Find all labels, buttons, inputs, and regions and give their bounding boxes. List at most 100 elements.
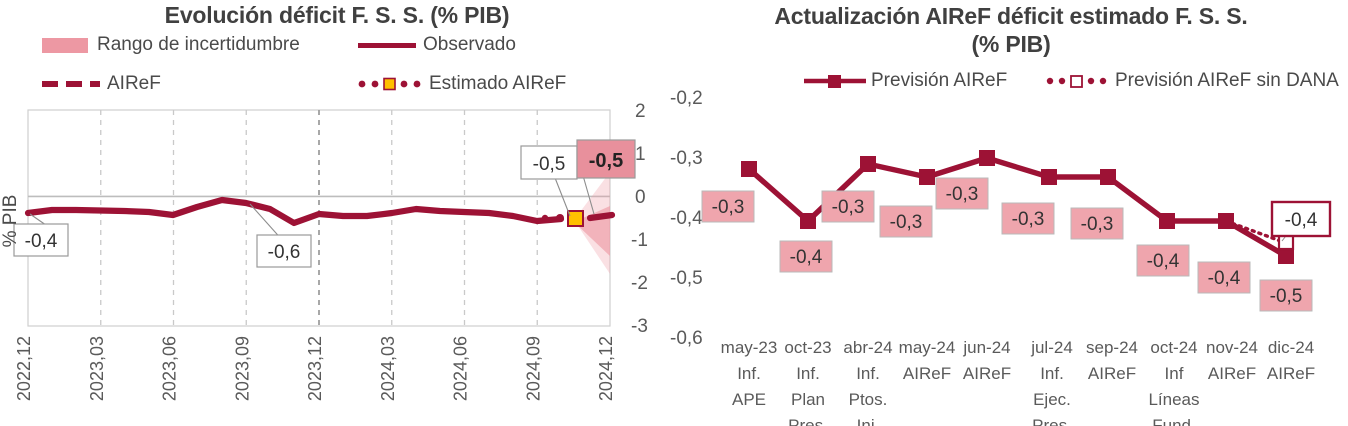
uncertainty-band-outer <box>574 172 610 274</box>
data-label-text-3: -0,3 <box>890 212 923 233</box>
x-tick-2: 2023,06 <box>160 336 180 401</box>
y-tick-0: 0 <box>635 187 646 208</box>
x-tick-8: 2024,12 <box>596 336 616 401</box>
svg-text:Fund.: Fund. <box>1152 416 1195 426</box>
callout-text-estimado-blanco: -0,5 <box>533 154 566 175</box>
callout-estimado-blanco: -0,5 <box>520 145 578 180</box>
x-tick-6: 2024,06 <box>451 336 471 401</box>
svg-text:Inf: Inf <box>1165 364 1184 383</box>
data-label-1: -0,4 <box>779 240 833 273</box>
prevision-markers <box>741 150 1294 264</box>
x-tick-5: 2024,03 <box>378 336 398 401</box>
svg-text:Inf.: Inf. <box>796 364 820 383</box>
r-x-label-4: jun-24 AIReF <box>962 338 1011 383</box>
data-label-text-7: -0,4 <box>1147 251 1180 272</box>
r-x-label-3: may-24 AIReF <box>899 338 956 383</box>
legend-item-rango[interactable]: Rango de incertidumbre <box>42 34 300 56</box>
data-label-7: -0,4 <box>1136 244 1190 277</box>
r-y-tick-3: -0,5 <box>670 268 703 289</box>
r-x-label-1: oct-23 Inf. Plan Pres. <box>784 338 831 426</box>
prevision-line-square-swatch-icon <box>804 73 866 89</box>
data-label-boxes: -0,3 -0,4 -0,3 -0,3 -0,3 <box>701 177 1313 312</box>
right-chart-title-line2: (% PIB) <box>971 31 1051 57</box>
x-axis-labels: 2022,12 2023,03 2023,06 2023,09 2023,12 … <box>14 336 616 401</box>
legend-label-observado: Observado <box>423 34 516 55</box>
estimate-marker-square-icon <box>567 210 584 227</box>
data-label-3: -0,3 <box>879 205 933 238</box>
left-chart-title: Evolución déficit F. S. S. (% PIB) <box>164 2 510 28</box>
r-y-tick-2: -0,4 <box>670 208 703 229</box>
dotted-marker-swatch-icon <box>358 77 422 91</box>
svg-text:APE: APE <box>732 390 766 409</box>
callout-sin-dana-final: -0,4 <box>1270 200 1332 242</box>
left-chart-plot: -0,4 -0,6 -0,5 -0,5 % PIB 2 1 0 -1 -2 - <box>0 101 648 401</box>
y-tick-minus1: -1 <box>631 230 648 251</box>
legend-item-observado[interactable]: Observado <box>358 34 516 56</box>
svg-text:Ejec.: Ejec. <box>1033 390 1071 409</box>
right-chart-plot: -0,2 -0,3 -0,4 -0,5 -0,6 <box>670 88 1332 426</box>
svg-text:AIReF: AIReF <box>1088 364 1136 383</box>
svg-text:Líneas: Líneas <box>1148 390 1199 409</box>
callout-minus-0-6: -0,6 <box>256 234 312 268</box>
svg-text:Ptos.: Ptos. <box>849 390 888 409</box>
svg-text:sep-24: sep-24 <box>1086 338 1138 357</box>
right-chart-title: Actualización AIReF déficit estimado F. … <box>674 2 1348 58</box>
svg-text:abr-24: abr-24 <box>843 338 892 357</box>
svg-text:Inf.: Inf. <box>737 364 761 383</box>
x-tick-4: 2023,12 <box>305 336 325 401</box>
legend-item-estimado[interactable]: Estimado AIReF <box>358 73 566 95</box>
r-y-tick-4: -0,6 <box>670 328 703 349</box>
svg-text:AIReF: AIReF <box>903 364 951 383</box>
svg-text:oct-23: oct-23 <box>784 338 831 357</box>
svg-text:Pres.: Pres. <box>1032 416 1072 426</box>
callout-sin-dana-text: -0,4 <box>1285 210 1318 231</box>
svg-text:jul-24: jul-24 <box>1030 338 1073 357</box>
y-tick-1: 1 <box>635 144 646 165</box>
data-label-text-6: -0,3 <box>1081 214 1114 235</box>
y-axis-title: % PIB <box>0 195 21 248</box>
legend-item-prevision-sin-dana[interactable]: Previsión AIReF sin DANA <box>1046 70 1339 92</box>
y-tick-minus2: -2 <box>631 273 648 294</box>
r-x-label-8: nov-24 AIReF <box>1206 338 1258 383</box>
svg-text:AIReF: AIReF <box>1208 364 1256 383</box>
svg-text:Pres.: Pres. <box>788 416 828 426</box>
callout-text-estimado-rosa: -0,5 <box>589 150 623 172</box>
r-x-label-2: abr-24 Inf. Ptos. Ini. <box>843 338 892 426</box>
data-label-text-5: -0,3 <box>1012 209 1045 230</box>
data-label-4: -0,3 <box>935 177 989 210</box>
svg-text:nov-24: nov-24 <box>1206 338 1258 357</box>
estimate-stub <box>586 211 616 222</box>
r-x-label-7: oct-24 Inf Líneas Fund. <box>1148 338 1199 426</box>
legend-item-prevision[interactable]: Previsión AIReF <box>804 70 1007 92</box>
legend-item-airef[interactable]: AIReF <box>42 73 161 95</box>
solid-line-swatch-icon <box>358 42 416 48</box>
left-chart-panel: Evolución déficit F. S. S. (% PIB) Rango… <box>0 0 674 425</box>
data-label-5: -0,3 <box>1001 202 1055 235</box>
x-tick-3: 2023,09 <box>232 336 252 401</box>
r-x-label-6: sep-24 AIReF <box>1086 338 1138 383</box>
callout-text-inicio: -0,4 <box>25 231 58 252</box>
vertical-gridlines <box>100 110 538 326</box>
data-label-2: -0,3 <box>821 190 875 223</box>
svg-text:oct-24: oct-24 <box>1150 338 1197 357</box>
observed-line <box>24 196 565 227</box>
r-x-label-5: jul-24 Inf. Ejec. Pres. <box>1030 338 1073 426</box>
svg-text:may-23: may-23 <box>721 338 778 357</box>
data-label-text-0: -0,3 <box>712 197 745 218</box>
y-tick-2: 2 <box>635 101 646 122</box>
r-x-label-9: dic-24 AIReF <box>1267 338 1315 383</box>
svg-text:Inf.: Inf. <box>1040 364 1064 383</box>
prevision-sin-dana-swatch-icon <box>1046 73 1110 89</box>
legend-label-estimado: Estimado AIReF <box>429 73 567 94</box>
data-label-text-4: -0,3 <box>946 184 979 205</box>
svg-text:Inf.: Inf. <box>856 364 880 383</box>
svg-text:dic-24: dic-24 <box>1268 338 1314 357</box>
r-y-tick-0: -0,2 <box>670 88 703 109</box>
svg-text:Plan: Plan <box>791 390 825 409</box>
right-chart-title-line1: Actualización AIReF déficit estimado F. … <box>774 3 1248 29</box>
svg-text:may-24: may-24 <box>899 338 956 357</box>
callout-text-minimo: -0,6 <box>268 242 301 263</box>
x-tick-1: 2023,03 <box>87 336 107 401</box>
legend-label-rango: Rango de incertidumbre <box>97 34 300 55</box>
